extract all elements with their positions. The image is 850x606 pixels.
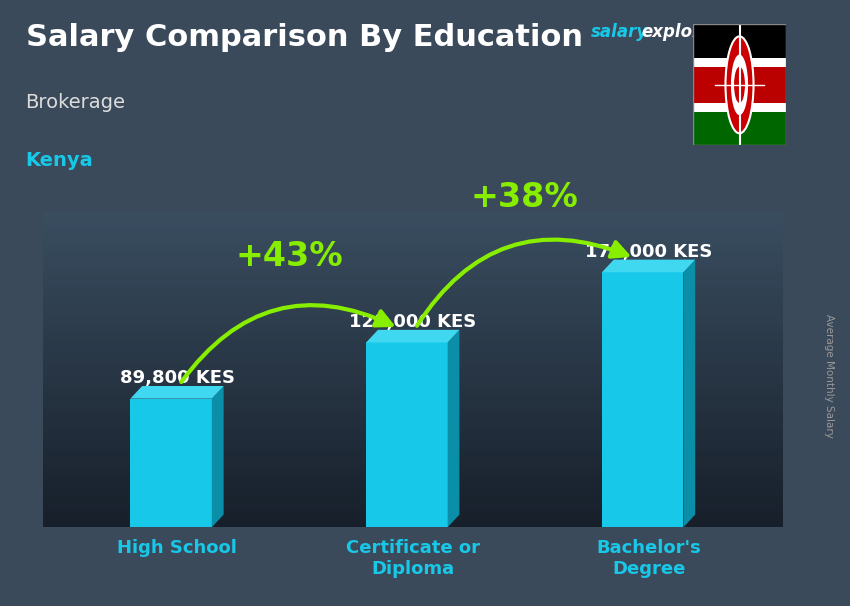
Text: High School: High School — [117, 539, 237, 558]
Polygon shape — [366, 342, 448, 527]
Text: +43%: +43% — [235, 240, 343, 273]
Polygon shape — [693, 24, 786, 58]
Text: Salary Comparison By Education: Salary Comparison By Education — [26, 23, 582, 52]
Ellipse shape — [734, 67, 745, 103]
Polygon shape — [602, 272, 683, 527]
Polygon shape — [130, 399, 212, 527]
Text: explorer.com: explorer.com — [642, 23, 763, 41]
Text: 178,000 KES: 178,000 KES — [585, 243, 712, 261]
Text: +38%: +38% — [471, 181, 579, 215]
Polygon shape — [693, 67, 786, 103]
Polygon shape — [448, 330, 459, 527]
Polygon shape — [693, 112, 786, 145]
Text: 129,000 KES: 129,000 KES — [349, 313, 476, 331]
Ellipse shape — [725, 36, 754, 133]
Polygon shape — [212, 386, 224, 527]
Polygon shape — [693, 58, 786, 67]
Text: Certificate or
Diploma: Certificate or Diploma — [346, 539, 479, 578]
Text: salary: salary — [591, 23, 648, 41]
Text: 89,800 KES: 89,800 KES — [120, 369, 235, 387]
Polygon shape — [366, 330, 459, 342]
Ellipse shape — [731, 55, 748, 115]
Text: Bachelor's
Degree: Bachelor's Degree — [596, 539, 701, 578]
Polygon shape — [683, 259, 695, 527]
Polygon shape — [130, 386, 224, 399]
Polygon shape — [602, 259, 695, 272]
Text: Brokerage: Brokerage — [26, 93, 126, 112]
Polygon shape — [693, 103, 786, 112]
Text: Kenya: Kenya — [26, 152, 94, 170]
Text: Average Monthly Salary: Average Monthly Salary — [824, 314, 834, 438]
